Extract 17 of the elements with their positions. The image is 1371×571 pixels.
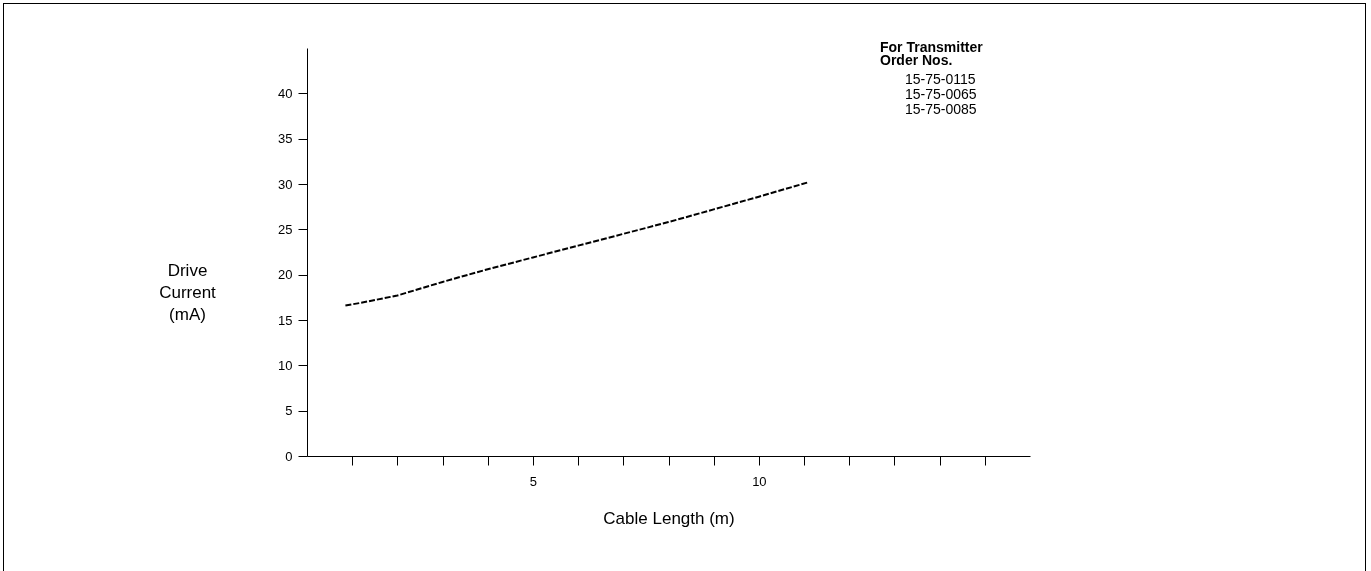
annotation: 15-75-0085 [905, 101, 977, 117]
annotation: 15-75-0115 [905, 71, 976, 87]
y-tick-label: 15 [278, 312, 293, 328]
y-tick-label: 10 [278, 357, 293, 373]
y-tick-label: 20 [278, 267, 293, 283]
line-series [344, 181, 810, 307]
y-tick-label: 0 [285, 448, 293, 464]
y-tick-label: 35 [278, 131, 293, 147]
annotation: 15-75-0065 [905, 86, 977, 102]
x-axis-title: Cable Length (m) [603, 508, 735, 528]
annotation: For Transmitter [880, 39, 984, 55]
y-tick-label: 25 [278, 221, 293, 237]
annotation: Order Nos. [880, 52, 953, 68]
y-tick-label: 30 [278, 176, 293, 192]
y-tick-label: 40 [278, 85, 293, 101]
y-axis-title: Drive Current (mA) [159, 260, 217, 324]
y-tick-label: 5 [285, 403, 293, 419]
